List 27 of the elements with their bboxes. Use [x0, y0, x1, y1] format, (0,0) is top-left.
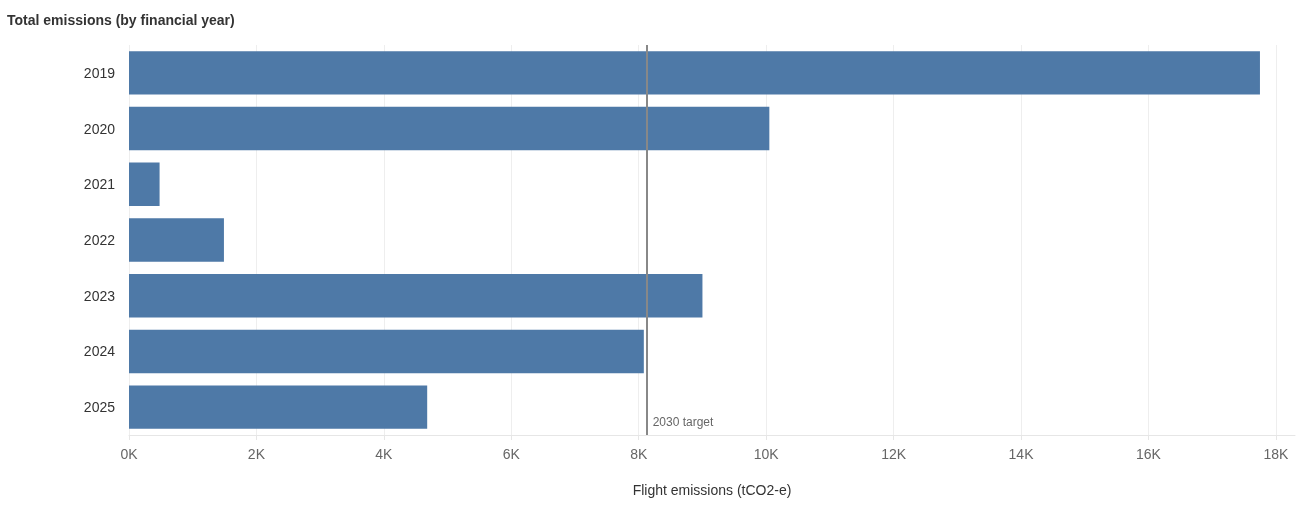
y-tick-label: 2025 — [83, 399, 116, 416]
x-axis-title: Flight emissions (tCO2-e) — [632, 482, 792, 498]
y-tick-label: 2024 — [83, 343, 116, 360]
x-tick-label: 2K — [247, 446, 266, 462]
y-tick-label: 2022 — [83, 232, 116, 248]
bar — [129, 273, 703, 318]
x-tick-label: 10K — [753, 446, 780, 462]
bar — [129, 51, 1260, 95]
x-tick-label: 8K — [630, 446, 648, 462]
bar — [129, 218, 224, 262]
y-tick-label: 2021 — [83, 176, 116, 193]
bar — [129, 106, 770, 151]
x-tick-label: 12K — [881, 446, 907, 462]
x-tick-label: 0K — [120, 446, 139, 462]
x-tick-label: 18K — [1263, 446, 1289, 462]
ref-line-label: 2030 target — [652, 415, 715, 429]
bar — [129, 385, 428, 429]
x-tick-label: 6K — [502, 446, 521, 462]
chart-title: Total emissions (by financial year) — [7, 12, 235, 28]
x-tick-label: 4K — [375, 446, 394, 462]
y-tick-label: 2019 — [83, 64, 116, 81]
y-tick-label: 2020 — [83, 120, 116, 137]
bar — [129, 329, 644, 374]
x-tick-label: 16K — [1135, 446, 1162, 462]
bar — [129, 162, 160, 207]
y-tick-label: 2023 — [83, 287, 116, 304]
x-tick-label: 14K — [1008, 446, 1035, 462]
